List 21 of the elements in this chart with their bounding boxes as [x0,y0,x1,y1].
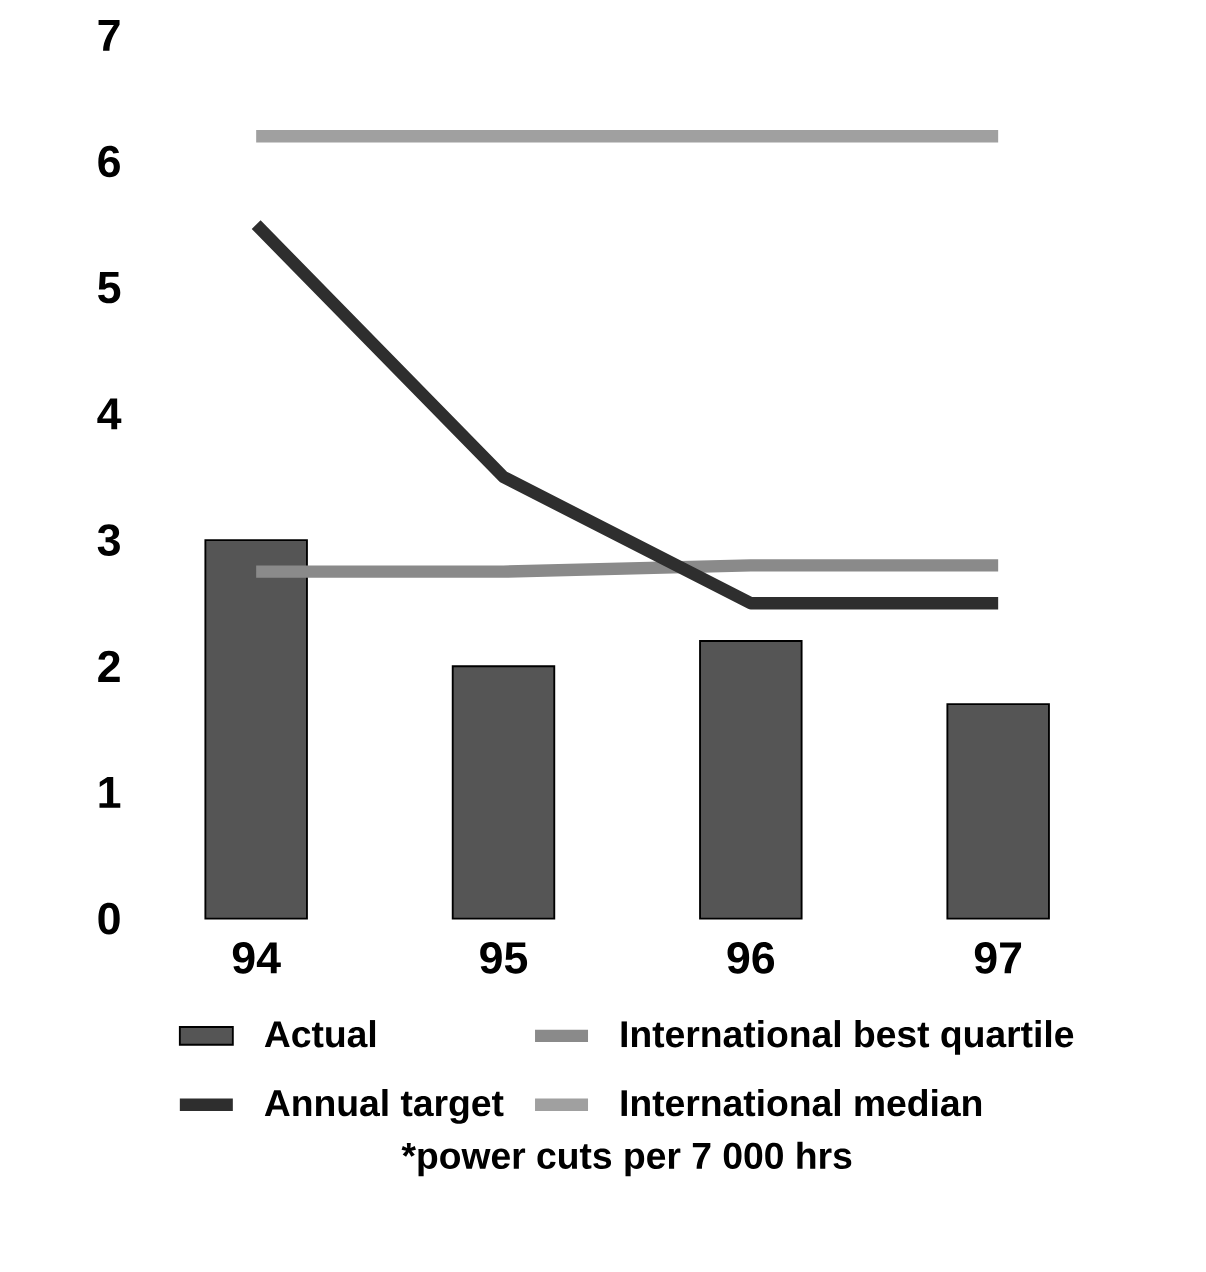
x-tick-label: 96 [727,942,775,974]
y-tick-label: 3 [97,524,121,556]
y-tick-label: 5 [98,272,121,304]
bar [699,640,803,920]
y-tick-label: 4 [97,398,122,430]
legend-label: Annual target [264,1088,504,1124]
bar [946,703,1051,920]
y-tick-label: 2 [98,650,120,682]
x-tick-label: 95 [480,942,528,974]
y-tick-label: 0 [98,902,120,935]
legend-label: Actual [264,1020,376,1048]
y-tick-label: 7 [98,19,120,51]
legend-label: International median [621,1088,982,1117]
x-tick-label: 97 [974,942,1022,974]
bar [204,539,309,920]
text: *power cuts per 7 000 hrs [401,1141,852,1177]
bar [451,665,556,920]
y-tick-label: 6 [98,145,121,178]
x-tick-label: 94 [232,942,281,974]
legend-label: International best quartile [621,1020,1074,1055]
y-tick-label: 1 [99,777,121,808]
